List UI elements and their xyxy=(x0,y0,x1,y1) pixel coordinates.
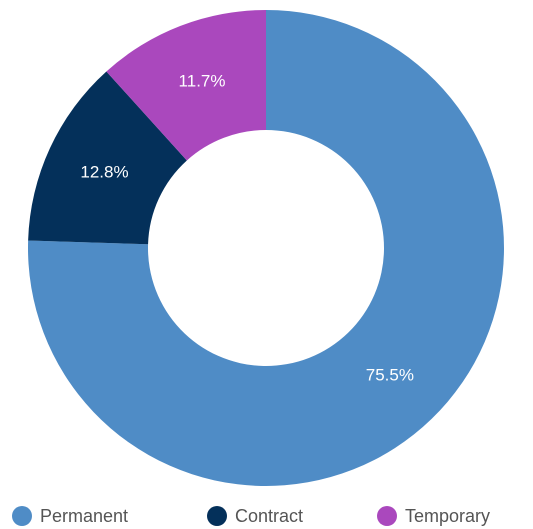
donut-slice xyxy=(28,71,187,245)
slice-label: 11.7% xyxy=(179,71,226,90)
legend-label: Contract xyxy=(235,506,303,526)
slice-label: 12.8% xyxy=(80,163,128,182)
legend-swatch xyxy=(377,506,397,526)
donut-slice xyxy=(106,10,266,161)
legend-swatch xyxy=(12,506,32,526)
legend-label: Temporary xyxy=(405,506,490,526)
donut-slice xyxy=(28,10,505,486)
slice-label: 75.5% xyxy=(366,365,414,384)
legend-label: Permanent xyxy=(40,506,128,526)
legend-swatch xyxy=(207,506,227,526)
